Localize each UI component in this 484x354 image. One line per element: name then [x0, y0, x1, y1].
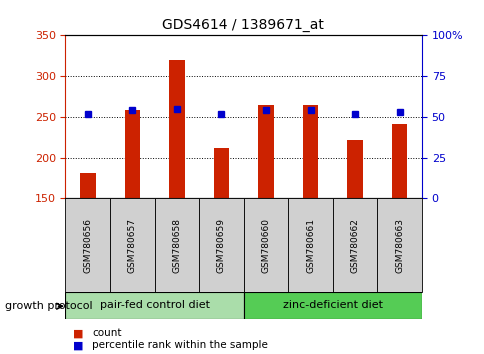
Bar: [287, 198, 332, 292]
Bar: [154, 198, 199, 292]
Bar: [257, 105, 273, 198]
Text: GDS4614 / 1389671_at: GDS4614 / 1389671_at: [161, 18, 323, 32]
Bar: [124, 110, 140, 198]
Text: ■: ■: [73, 329, 83, 338]
Bar: [302, 105, 318, 198]
Bar: [213, 148, 229, 198]
Text: GSM780659: GSM780659: [216, 218, 226, 273]
Text: GSM780657: GSM780657: [128, 218, 136, 273]
Bar: [377, 198, 421, 292]
Text: count: count: [92, 329, 121, 338]
Text: GSM780656: GSM780656: [83, 218, 92, 273]
Bar: [65, 198, 110, 292]
Bar: [169, 60, 184, 198]
Text: ■: ■: [73, 340, 83, 350]
Text: pair-fed control diet: pair-fed control diet: [99, 300, 209, 310]
Bar: [243, 292, 421, 319]
Bar: [110, 198, 154, 292]
Bar: [199, 198, 243, 292]
Bar: [391, 124, 407, 198]
Text: growth protocol: growth protocol: [5, 301, 92, 311]
Text: GSM780662: GSM780662: [350, 218, 359, 273]
Text: GSM780660: GSM780660: [261, 218, 270, 273]
Text: GSM780663: GSM780663: [394, 218, 403, 273]
Text: percentile rank within the sample: percentile rank within the sample: [92, 340, 268, 350]
Text: GSM780658: GSM780658: [172, 218, 181, 273]
Bar: [243, 198, 287, 292]
Bar: [347, 141, 362, 198]
Text: zinc-deficient diet: zinc-deficient diet: [282, 300, 382, 310]
Bar: [80, 173, 95, 198]
Text: GSM780661: GSM780661: [305, 218, 315, 273]
Bar: [332, 198, 377, 292]
Bar: [65, 292, 243, 319]
